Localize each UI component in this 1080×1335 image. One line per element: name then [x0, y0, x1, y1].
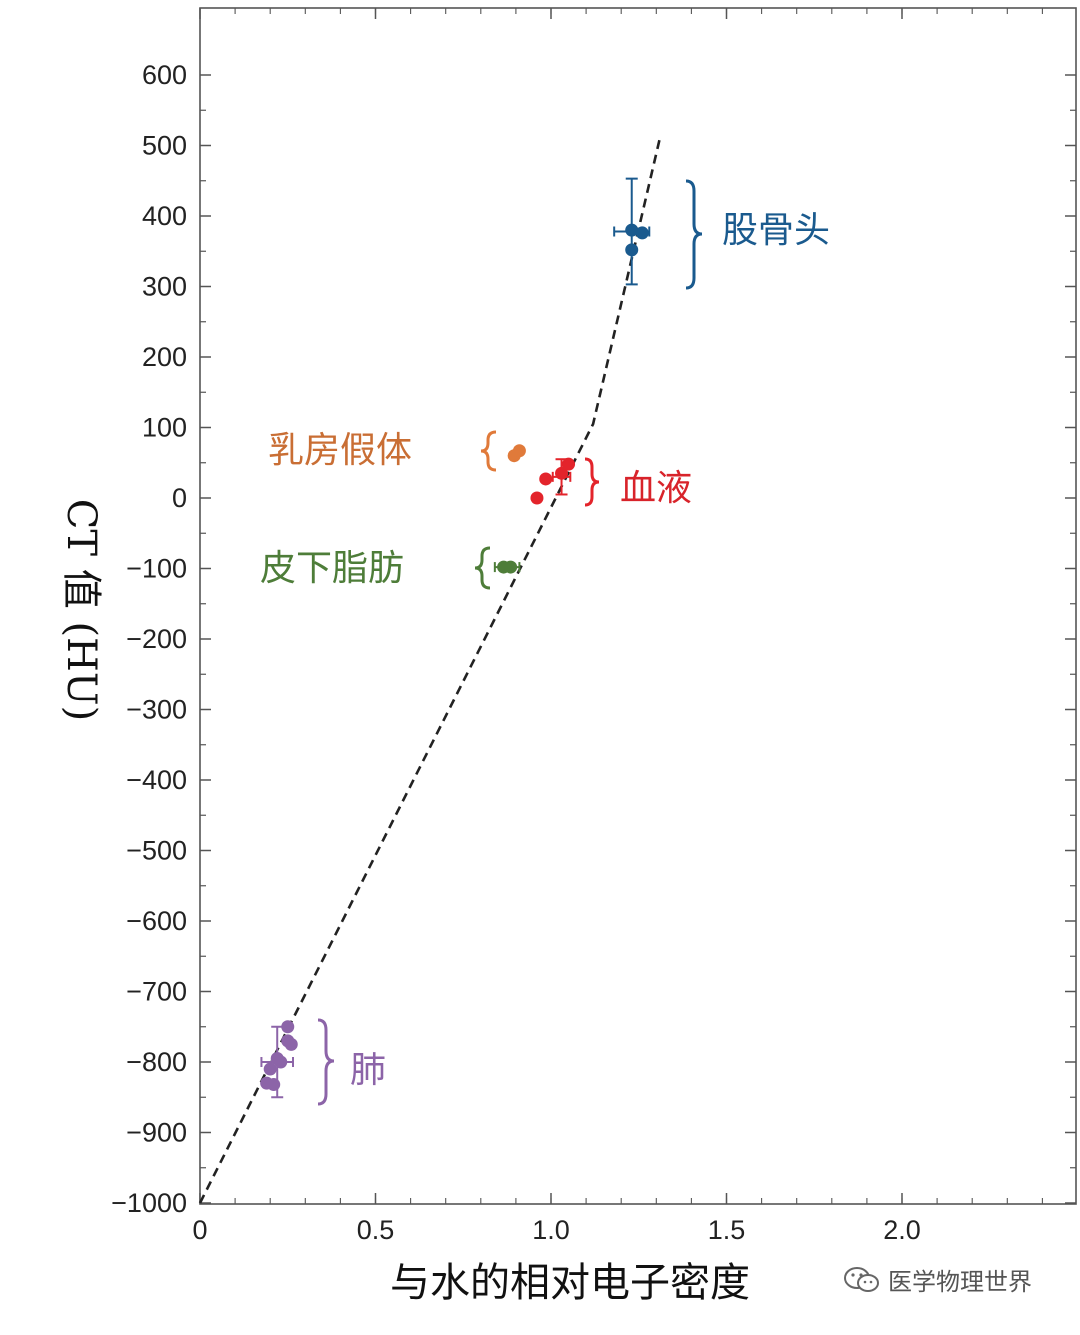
brace-breast-implant: [480, 430, 497, 472]
y-tick-label: −200: [126, 624, 187, 654]
data-point: [504, 560, 518, 574]
y-tick-label: −600: [126, 906, 187, 936]
series-股骨头: [613, 177, 651, 286]
x-tick-label: 0.5: [357, 1215, 395, 1245]
series-乳房假体: [507, 444, 526, 463]
label-breast-implant: 乳房假体: [268, 430, 412, 471]
series-layer: [260, 177, 651, 1099]
data-point: [263, 1062, 277, 1076]
calibration-line: [198, 138, 662, 1204]
x-axis-title: 与水的相对电子密度: [390, 1260, 750, 1306]
data-point: [267, 1078, 281, 1092]
wechat-icon: [844, 1266, 879, 1292]
y-axis-ticks: 600 500 400 300 200 100 0 −100 −200 −300 −400 −500 −…: [111, 60, 211, 1218]
y-tick-label: −300: [126, 695, 187, 725]
label-femoral-head: 股骨头: [722, 210, 830, 251]
brace-lung: [317, 1018, 335, 1106]
watermark-text: 医学物理世界: [888, 1268, 1032, 1296]
data-point: [284, 1037, 298, 1051]
data-point: [625, 243, 639, 257]
y-tick-label: 100: [142, 413, 187, 443]
series-肺: [260, 1020, 298, 1099]
y-tick-label: −800: [126, 1047, 187, 1077]
data-point: [625, 223, 639, 237]
y-tick-label: 500: [142, 131, 187, 161]
data-point: [539, 472, 553, 486]
right-axis-ticks: [1065, 74, 1076, 1204]
y-tick-label: −1000: [111, 1188, 187, 1218]
y-tick-label: 200: [142, 342, 187, 372]
y-tick-label: 600: [142, 60, 187, 90]
y-tick-label: 400: [142, 201, 187, 231]
x-tick-label: 2.0: [883, 1215, 921, 1245]
y-tick-label: 0: [172, 483, 187, 513]
label-blood: 血液: [620, 468, 692, 509]
data-point: [281, 1020, 295, 1034]
y-tick-label: −400: [126, 765, 187, 795]
y-tick-label: 300: [142, 272, 187, 302]
plot-area: [199, 7, 1077, 1205]
series-皮下脂肪: [493, 560, 521, 574]
label-lung: 肺: [350, 1050, 386, 1091]
series-血液: [530, 457, 576, 505]
top-axis-ticks: [199, 8, 1043, 19]
data-point: [512, 444, 526, 458]
y-tick-label: −500: [126, 836, 187, 866]
brace-blood: [584, 457, 600, 507]
y-tick-label: −100: [126, 554, 187, 584]
data-point: [635, 226, 649, 240]
y-tick-label: −700: [126, 977, 187, 1007]
x-tick-label: 0: [192, 1215, 207, 1245]
data-point: [530, 491, 544, 505]
brace-femoral-head: [685, 179, 703, 290]
data-point: [555, 466, 569, 480]
y-axis-title: CT 值 (HU): [58, 499, 104, 722]
data-point: [274, 1055, 288, 1069]
brace-subcutaneous-fat: [474, 546, 491, 590]
x-tick-label: 1.0: [532, 1215, 570, 1245]
label-subcutaneous-fat: 皮下脂肪: [260, 548, 404, 589]
data-point: [562, 457, 576, 471]
x-axis-ticks: 0 0.5 1.0 1.5 2.0: [192, 1193, 1043, 1245]
watermark: 医学物理世界: [842, 1262, 1032, 1297]
x-tick-label: 1.5: [708, 1215, 746, 1245]
y-tick-label: −900: [126, 1118, 187, 1148]
